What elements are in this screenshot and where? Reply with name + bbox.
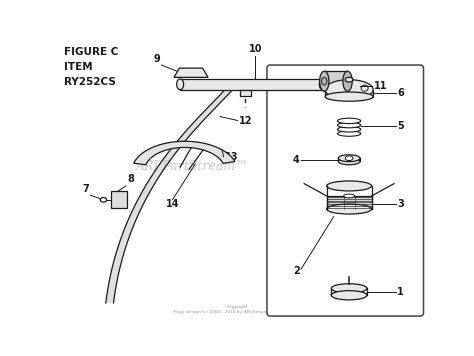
FancyBboxPatch shape	[111, 191, 127, 208]
Text: 1: 1	[397, 287, 404, 297]
Ellipse shape	[177, 79, 183, 90]
Ellipse shape	[337, 122, 361, 128]
Text: RY252CS: RY252CS	[64, 77, 116, 87]
Polygon shape	[134, 141, 235, 165]
FancyBboxPatch shape	[267, 65, 423, 316]
Text: 9: 9	[153, 53, 160, 63]
Ellipse shape	[337, 127, 361, 132]
Ellipse shape	[321, 77, 327, 85]
Text: 6: 6	[397, 88, 404, 98]
Ellipse shape	[327, 204, 372, 214]
Polygon shape	[106, 86, 236, 303]
Text: ITEM: ITEM	[64, 62, 92, 72]
Ellipse shape	[345, 77, 353, 82]
Text: 3: 3	[397, 199, 404, 209]
Ellipse shape	[331, 290, 367, 300]
Polygon shape	[180, 79, 323, 90]
Ellipse shape	[337, 118, 361, 124]
Text: FIGURE C: FIGURE C	[64, 47, 118, 57]
Ellipse shape	[327, 181, 372, 191]
Polygon shape	[327, 196, 372, 209]
Text: Copyright
Page design (c) 2004 - 2016 by ARI Network Services, Inc.: Copyright Page design (c) 2004 - 2016 by…	[174, 305, 301, 314]
Text: 2: 2	[293, 266, 300, 276]
Ellipse shape	[325, 80, 373, 100]
Text: 12: 12	[239, 116, 253, 126]
Text: 10: 10	[248, 44, 262, 54]
Ellipse shape	[337, 131, 361, 136]
Polygon shape	[324, 71, 347, 91]
Ellipse shape	[338, 155, 360, 162]
Text: 13: 13	[225, 152, 238, 162]
Text: ARI PartStream™: ARI PartStream™	[136, 160, 249, 173]
Polygon shape	[174, 68, 208, 77]
Ellipse shape	[338, 158, 360, 165]
Text: 11: 11	[374, 81, 387, 91]
Text: 4: 4	[293, 155, 300, 165]
Polygon shape	[240, 90, 251, 96]
Ellipse shape	[345, 156, 353, 161]
Ellipse shape	[319, 71, 329, 91]
Polygon shape	[325, 90, 373, 96]
Text: 5: 5	[397, 121, 404, 131]
Ellipse shape	[361, 85, 368, 91]
Ellipse shape	[344, 194, 355, 198]
Text: 8: 8	[128, 174, 134, 184]
Ellipse shape	[343, 71, 352, 91]
Ellipse shape	[100, 198, 107, 202]
Ellipse shape	[319, 79, 326, 90]
Text: 7: 7	[82, 184, 89, 194]
Text: 14: 14	[166, 199, 180, 209]
Ellipse shape	[325, 92, 373, 101]
Ellipse shape	[331, 284, 367, 293]
